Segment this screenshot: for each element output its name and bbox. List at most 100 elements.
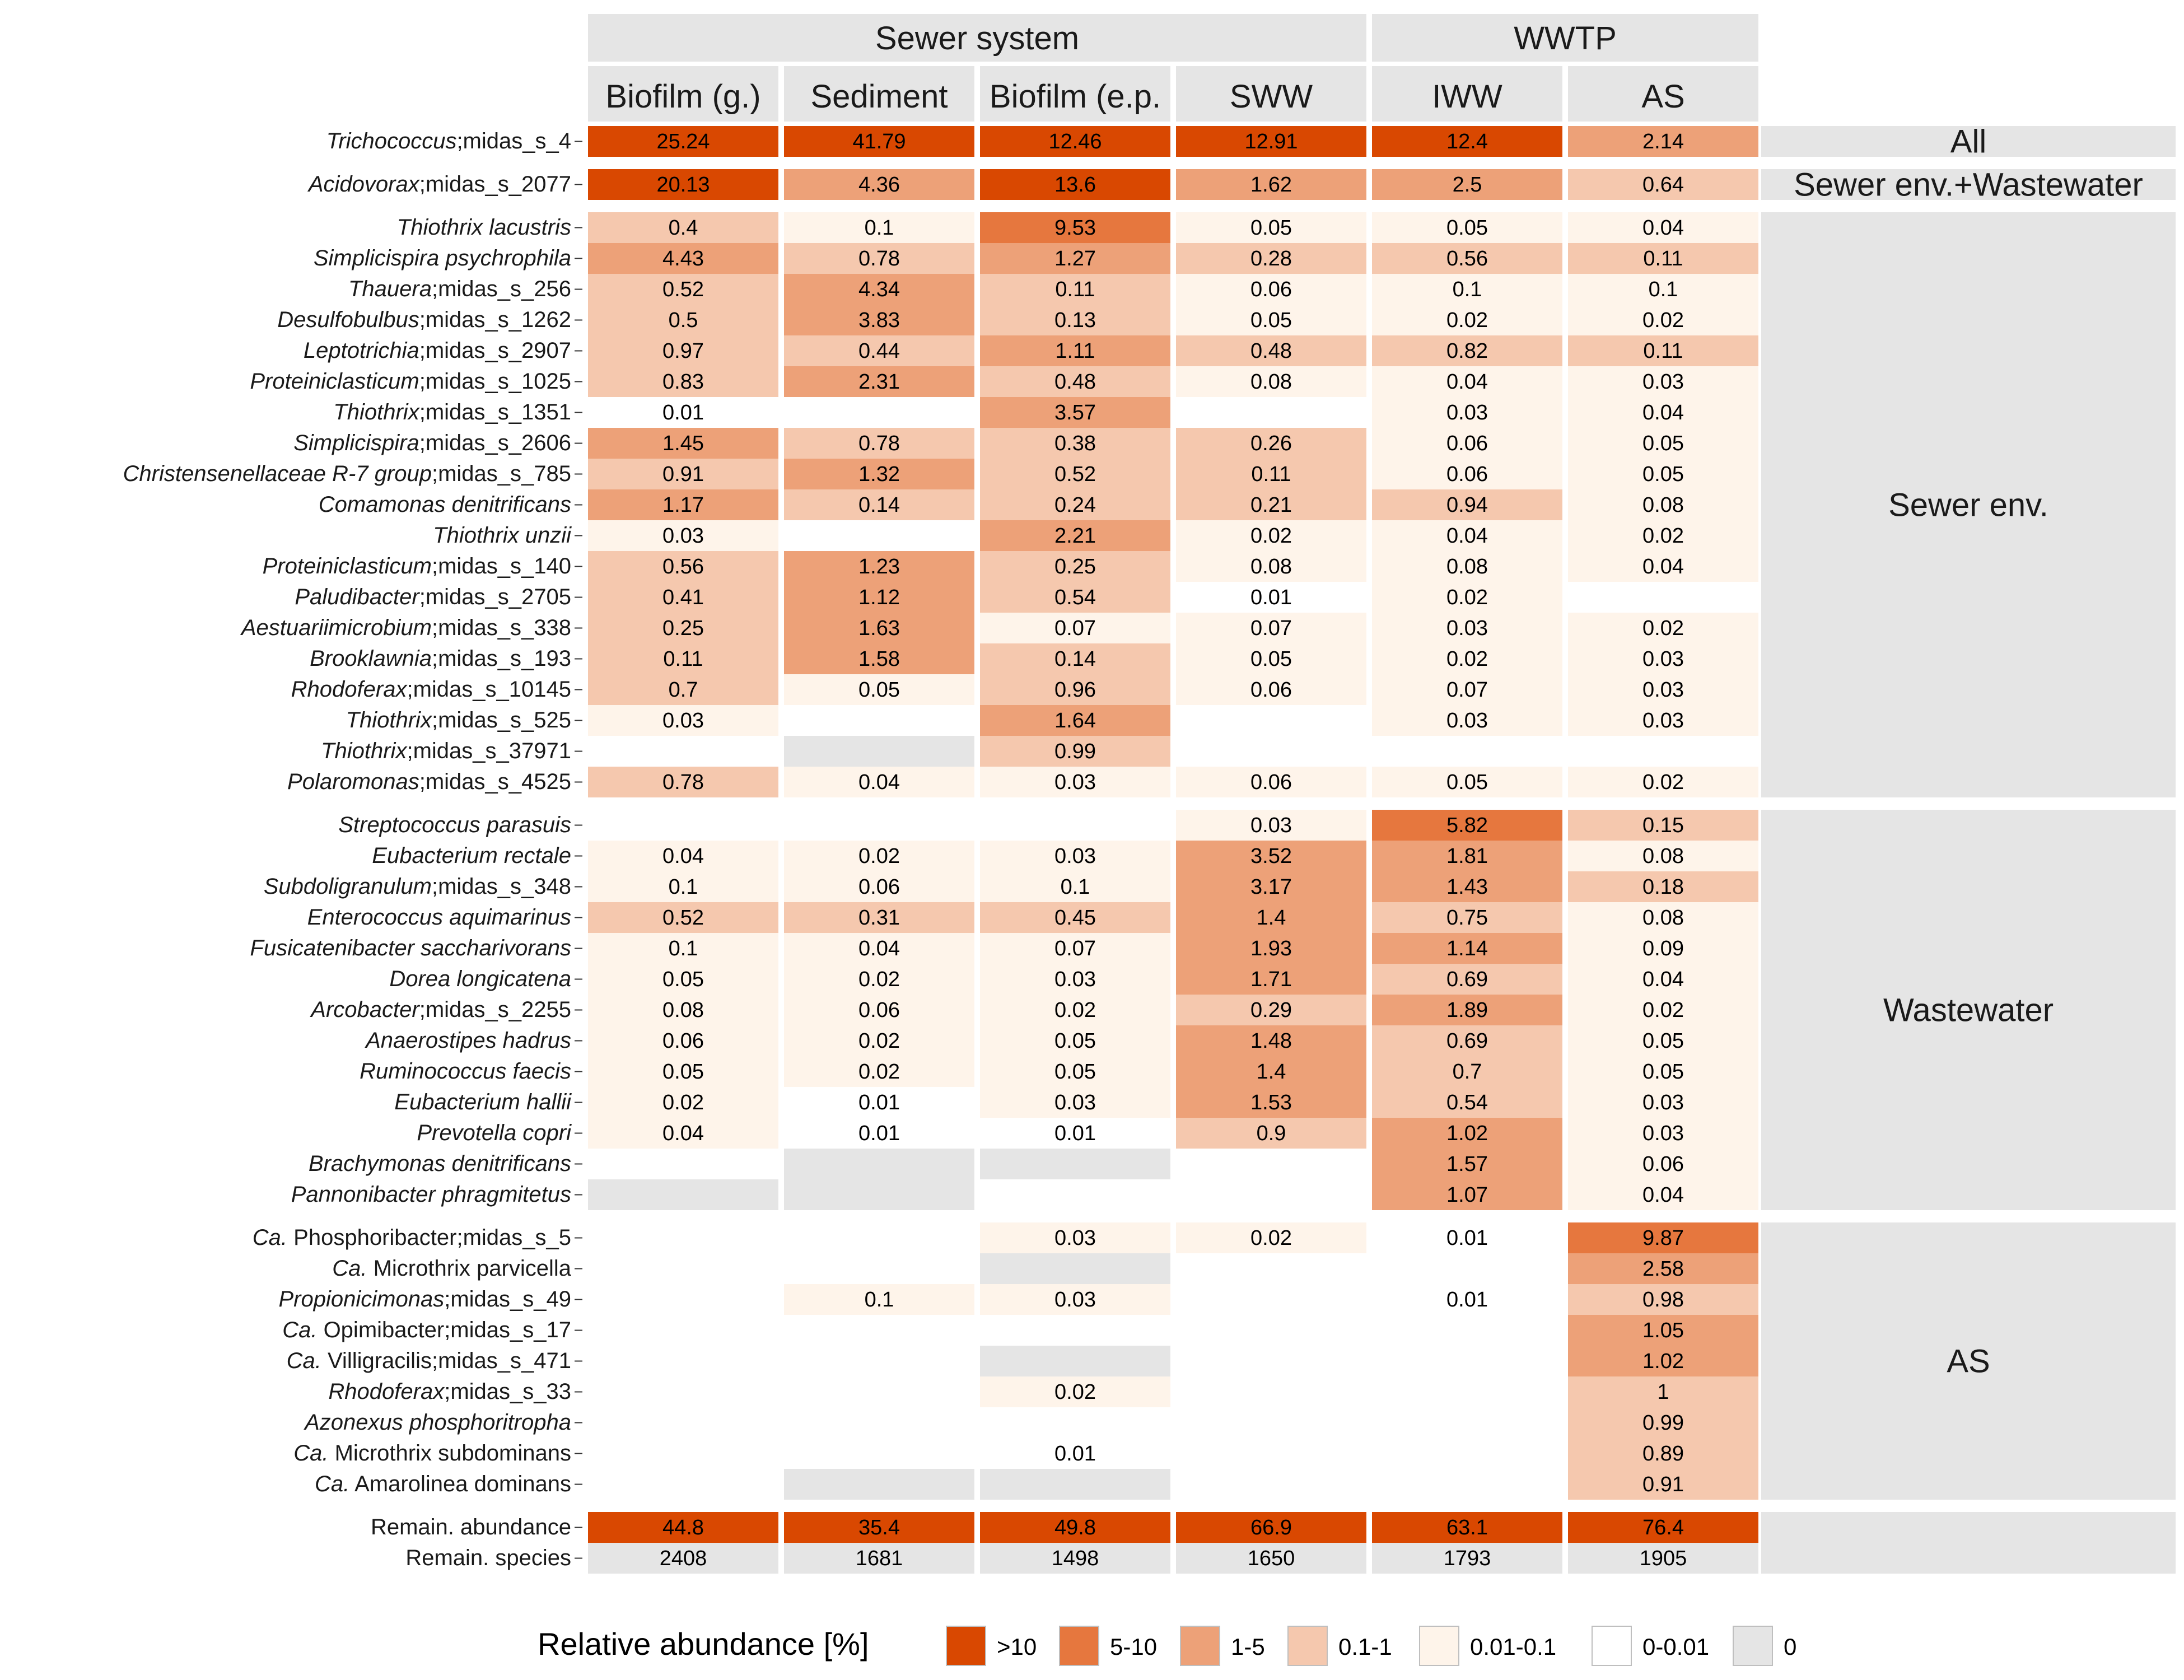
- cell-value: 20.13: [656, 173, 710, 197]
- cell-value: 0.07: [1054, 617, 1096, 640]
- heatmap-cell: [1176, 551, 1366, 582]
- heatmap-cell: [1176, 1222, 1366, 1253]
- summary-row-label: Remain. species: [405, 1546, 571, 1570]
- cell-value: 0.08: [1250, 555, 1292, 578]
- heatmap-cell: [588, 1253, 778, 1284]
- heatmap-cell: [980, 1253, 1170, 1284]
- legend-label: 0-0.01: [1642, 1634, 1709, 1660]
- heatmap-cell: [588, 126, 778, 157]
- heatmap-cell: [980, 459, 1170, 489]
- cell-value: 3.52: [1250, 844, 1292, 868]
- heatmap-cell: [588, 1149, 778, 1179]
- cell-value: 0.03: [1642, 678, 1684, 702]
- cell-value: 0.11: [1643, 247, 1683, 270]
- heatmap-cell: [1568, 810, 1758, 841]
- cell-value: 0.04: [1642, 968, 1684, 991]
- heatmap-cell: [1176, 169, 1366, 200]
- heatmap-cell: [588, 995, 778, 1025]
- summary-cell: [1568, 1512, 1758, 1543]
- heatmap-cell: [1176, 1087, 1366, 1118]
- cell-value: 4.43: [662, 247, 704, 270]
- heatmap-cell: [784, 736, 974, 767]
- heatmap-cell: [980, 1222, 1170, 1253]
- heatmap-cell: [980, 1376, 1170, 1407]
- header-divider: [588, 62, 1758, 66]
- cell-value: 0.04: [662, 844, 704, 868]
- cell-value: 1.64: [1054, 709, 1096, 732]
- cell-value: 0.54: [1054, 586, 1096, 609]
- cell-value: 1.53: [1250, 1091, 1292, 1114]
- heatmap-cell: [1372, 767, 1562, 797]
- cell-value: 0.04: [1642, 216, 1684, 240]
- cell-value: 0.25: [662, 617, 704, 640]
- legend-title: Relative abundance [%]: [538, 1626, 869, 1662]
- cell-value: 25.24: [656, 130, 710, 153]
- heatmap-cell: [980, 243, 1170, 274]
- cell-value: 0.97: [662, 339, 704, 363]
- heatmap-cell: [980, 1118, 1170, 1149]
- heatmap-cell: [1372, 126, 1562, 157]
- heatmap-cell: [980, 489, 1170, 520]
- row-group-label: Wastewater: [1883, 992, 2054, 1029]
- summary-cell: [980, 1512, 1170, 1543]
- row-label: Enterococcus aquimarinus: [307, 905, 571, 930]
- heatmap-cell: [588, 767, 778, 797]
- cell-value: 0.83: [662, 370, 704, 394]
- cell-value: 1.07: [1446, 1183, 1488, 1207]
- cell-value: 2.31: [858, 370, 900, 394]
- row-group-label: Sewer env.+Wastewater: [1794, 167, 2143, 203]
- heatmap-cell: [588, 551, 778, 582]
- summary-cell: [1568, 1543, 1758, 1574]
- heatmap-cell: [588, 705, 778, 736]
- heatmap-cell: [1372, 212, 1562, 243]
- cell-value: 0.05: [1642, 1029, 1684, 1053]
- heatmap-cell: [1176, 520, 1366, 551]
- row-label: Ca. Amarolinea dominans: [315, 1472, 571, 1496]
- heatmap-cell: [1372, 995, 1562, 1025]
- heatmap-cell: [784, 1469, 974, 1500]
- cell-value: 12.91: [1244, 130, 1298, 153]
- heatmap-cell: [1568, 1469, 1758, 1500]
- heatmap-cell: [784, 520, 974, 551]
- summary-value: 1905: [1640, 1547, 1687, 1570]
- heatmap-cell: [1568, 1087, 1758, 1118]
- heatmap-cell: [1568, 871, 1758, 902]
- summary-cell: [1372, 1512, 1562, 1543]
- cell-value: 1.27: [1054, 247, 1096, 270]
- heatmap-cell: [1176, 810, 1366, 841]
- heatmap-cell: [980, 1469, 1170, 1500]
- legend-swatch: [1059, 1626, 1099, 1666]
- cell-value: 1.4: [1257, 1060, 1286, 1084]
- heatmap-cell: [1568, 1315, 1758, 1346]
- heatmap-cell: [980, 1407, 1170, 1438]
- heatmap-cell: [980, 613, 1170, 643]
- summary-cell: [784, 1543, 974, 1574]
- cell-value: 0.01: [1446, 1288, 1488, 1312]
- cell-value: 0.82: [1446, 339, 1488, 363]
- row-label: Ca. Villigracilis;midas_s_471: [287, 1348, 571, 1373]
- heatmap-cell: [784, 841, 974, 871]
- summary-value: 66.9: [1250, 1516, 1292, 1539]
- cell-value: 0.02: [1054, 1380, 1096, 1404]
- heatmap-cell: [1372, 1179, 1562, 1210]
- row-label: Brachymonas denitrificans: [309, 1151, 571, 1176]
- heatmap-cell: [588, 169, 778, 200]
- cell-value: 0.04: [858, 771, 900, 794]
- cell-value: 0.05: [1250, 309, 1292, 332]
- heatmap-cell: [784, 1346, 974, 1376]
- cell-value: 1.81: [1446, 844, 1488, 868]
- cell-value: 0.78: [662, 771, 704, 794]
- heatmap-cell: [1372, 489, 1562, 520]
- heatmap-cell: [1176, 736, 1366, 767]
- heatmap-cell: [980, 1149, 1170, 1179]
- cell-value: 0.11: [663, 647, 703, 671]
- heatmap-cell: [1372, 428, 1562, 459]
- legend-label: 0.01-0.1: [1470, 1634, 1556, 1660]
- row-label: Proteiniclasticum;midas_s_140: [263, 554, 571, 578]
- legend-label: >10: [997, 1634, 1037, 1660]
- heatmap-cell: [784, 243, 974, 274]
- cell-value: 0.01: [858, 1122, 900, 1145]
- heatmap-cell: [1568, 126, 1758, 157]
- cell-value: 0.02: [1642, 309, 1684, 332]
- heatmap-cell: [784, 305, 974, 335]
